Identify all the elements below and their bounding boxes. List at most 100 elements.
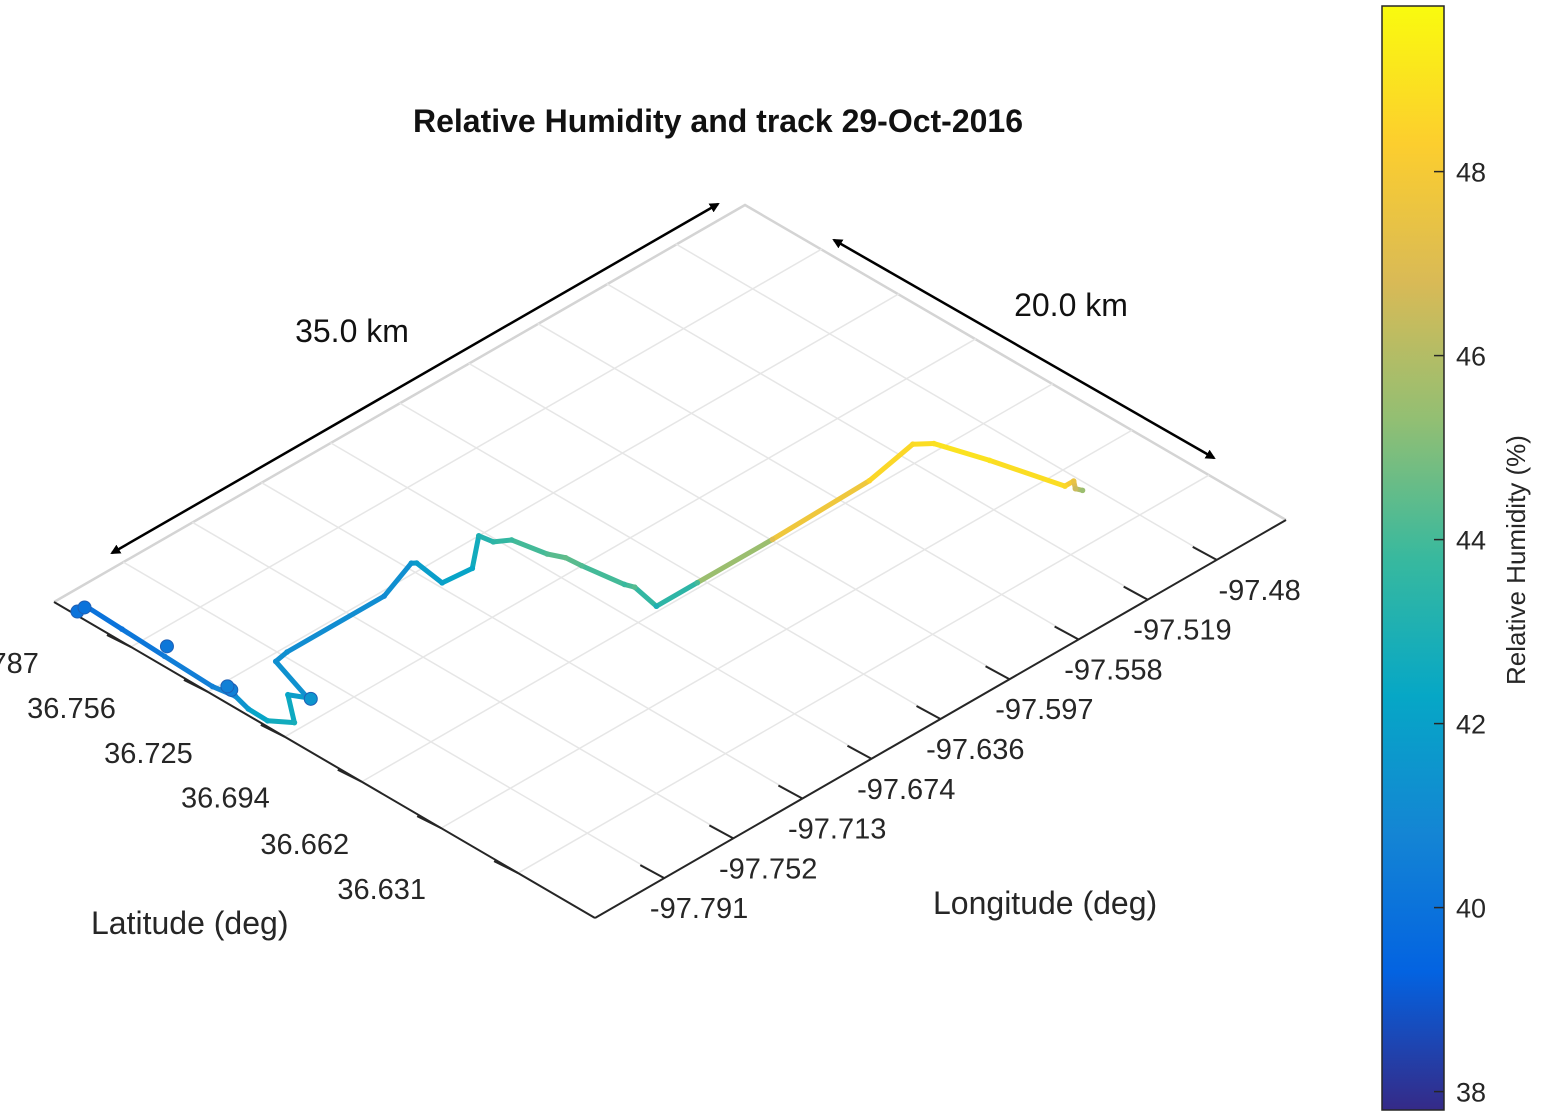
longitude-tick-label: -97.713: [788, 814, 886, 846]
latitude-tick-mark: [183, 678, 209, 693]
latitude-tick-mark: [416, 815, 442, 830]
latitude-axis-label: Latitude (deg): [91, 905, 288, 941]
track-segment: [910, 441, 937, 447]
longitude-tick-mark: [985, 665, 1011, 681]
longitude-ticks: -97.48 -97.519 -97.558 -97.597 -97.636 -97.67…: [639, 546, 1301, 925]
latitude-tick-label: 36.662: [260, 829, 349, 861]
longitude-grid-line: [675, 243, 1218, 561]
track-point: [653, 603, 660, 610]
longitude-span-label: 20.0 km: [1014, 287, 1128, 323]
track-segment: [232, 693, 251, 712]
longitude-tick-mark: [916, 705, 941, 720]
track-segment: [632, 584, 659, 609]
track-segment: [414, 560, 445, 586]
longitude-tick-mark: [639, 864, 665, 879]
track-point: [578, 562, 585, 569]
track-point: [1079, 487, 1086, 494]
longitude-grid-line: [191, 521, 734, 839]
longitude-grid-line: [468, 362, 1010, 680]
track-segment: [509, 537, 550, 557]
longitude-grid-line: [537, 322, 1079, 641]
longitude-tick-label: -97.48: [1218, 575, 1300, 607]
latitude-span-arrow: [110, 202, 720, 555]
track-point: [209, 683, 216, 690]
track-point: [909, 441, 916, 447]
longitude-tick-mark: [708, 824, 734, 840]
track-point: [1062, 483, 1068, 489]
chart-title: Relative Humidity and track 29-Oct-2016: [413, 103, 1023, 139]
track-segment: [769, 478, 872, 542]
latitude-tick-label: 36.694: [181, 783, 270, 815]
longitude-tick-label: -97.752: [719, 853, 817, 885]
track-segment: [694, 536, 775, 586]
latitude-span-label: 35.0 km: [295, 313, 409, 349]
track-segment: [579, 563, 627, 587]
track-point: [621, 581, 628, 588]
track-point: [769, 536, 776, 543]
longitude-grid-line: [606, 283, 1149, 601]
track-segment: [284, 593, 387, 655]
track-segment: [162, 653, 215, 689]
track-point: [413, 560, 420, 566]
track-segment: [265, 718, 297, 726]
longitude-tick-mark: [846, 744, 872, 760]
latitude-tick-label: 36.756: [27, 693, 116, 725]
track-point: [490, 539, 497, 545]
track-point: [986, 457, 993, 464]
latitude-ticks: 36.787 36.756 36.725 36.694 36.662 36.631: [0, 634, 519, 906]
track-segment: [490, 537, 515, 545]
track-segment: [469, 533, 482, 571]
colorbar-tick-label: 42: [1456, 710, 1486, 740]
longitude-tick-mark: [1054, 625, 1080, 641]
track-point: [475, 533, 482, 539]
colorbar-tick-label: 38: [1456, 1078, 1486, 1108]
track-point: [408, 560, 415, 566]
track-segment: [439, 565, 475, 586]
track-point: [439, 580, 445, 586]
colorbar-ticks: 48 46 44 42 40 38: [1434, 158, 1486, 1108]
axes-lines: [53, 519, 1287, 919]
plane-back-edges: [53, 203, 1287, 604]
track-point: [245, 706, 252, 712]
track-point: [694, 579, 701, 586]
latitude-tick-mark: [337, 768, 363, 783]
latitude-tick-label: 36.725: [104, 738, 193, 770]
track-segment: [987, 457, 1068, 489]
longitude-tick-mark: [777, 784, 803, 800]
colorbar-label: Relative Humidity (%): [1501, 435, 1531, 685]
longitude-grid-line: [399, 402, 941, 720]
colorbar-tick-label: 44: [1456, 526, 1486, 556]
track-segment: [931, 441, 993, 463]
track-point: [866, 477, 873, 484]
longitude-span-arrow: [832, 238, 1216, 460]
track-point: [508, 537, 515, 543]
track-segment: [285, 692, 297, 726]
track-point: [469, 565, 476, 572]
longitude-grid-line: [122, 561, 665, 879]
track-segment: [245, 706, 271, 724]
longitude-grid-line: [261, 481, 803, 800]
colorbar-tick-label: 48: [1456, 158, 1486, 188]
track-point: [1070, 478, 1077, 484]
track-point: [291, 719, 298, 726]
track-segment: [653, 580, 700, 609]
latitude-tick-mark: [106, 634, 132, 648]
latitude-tick-mark: [493, 860, 519, 874]
track-point: [1072, 485, 1079, 492]
track-segment: [563, 555, 585, 569]
longitude-tick-label: -97.674: [857, 774, 955, 806]
plot-frame: [53, 203, 1287, 604]
stop-marker: [303, 691, 318, 706]
track-point: [264, 717, 271, 724]
track-point: [931, 440, 937, 447]
track-point: [161, 653, 168, 660]
track-point: [119, 626, 125, 632]
distance-annotations: 35.0 km 20.0 km: [110, 202, 1216, 555]
latitude-tick-mark: [260, 723, 286, 738]
stop-marker: [220, 679, 235, 694]
track-segment: [119, 626, 168, 659]
longitude-tick-label: -97.597: [995, 694, 1093, 726]
track-point: [284, 649, 290, 655]
colorbar-gradient: [1381, 5, 1445, 1111]
